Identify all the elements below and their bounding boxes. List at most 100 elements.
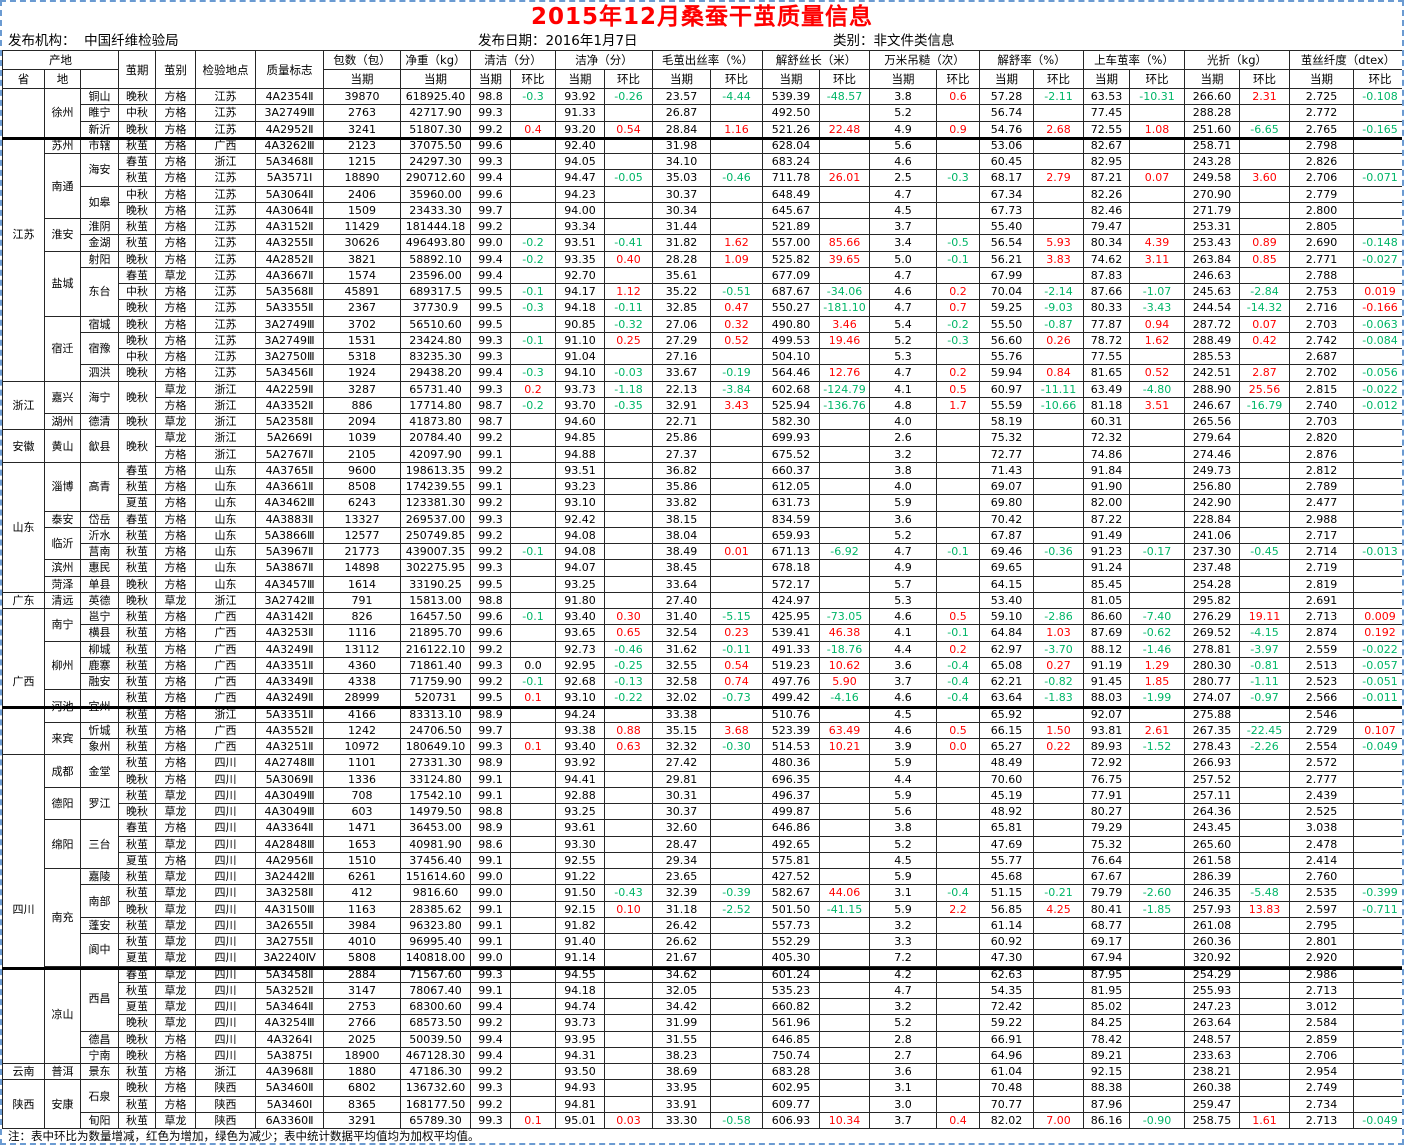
subheader-current-weight[interactable]: 当期 bbox=[400, 69, 472, 89]
cell-county[interactable]: 金堂 bbox=[79, 754, 120, 788]
col-header-net-weight[interactable]: 净重（kg） bbox=[400, 50, 472, 70]
cell-province[interactable]: 江苏 bbox=[2, 88, 45, 382]
cell-current-value[interactable]: 826 bbox=[323, 607, 402, 626]
cell-current-value[interactable]: 94.55 bbox=[555, 965, 606, 983]
cell-mom-value[interactable] bbox=[1129, 445, 1186, 463]
cell-current-value[interactable]: 609.77 bbox=[762, 1095, 821, 1113]
cell-current-value[interactable]: 405.30 bbox=[762, 949, 821, 967]
cell-mom-value[interactable] bbox=[1239, 1062, 1291, 1081]
cell-current-value[interactable]: 2.687 bbox=[1289, 347, 1355, 366]
cell-city[interactable]: 徐州 bbox=[44, 88, 81, 138]
cell-mom-value[interactable] bbox=[710, 429, 764, 447]
cell-mom-value[interactable] bbox=[1129, 1095, 1186, 1113]
cell-mom-value[interactable]: 19.11 bbox=[1239, 607, 1291, 626]
cell-mark[interactable]: 5A3967Ⅱ bbox=[255, 542, 325, 561]
cell-period[interactable]: 秋茧 bbox=[118, 705, 157, 723]
cell-current-value[interactable]: 499.87 bbox=[762, 802, 821, 821]
cell-mom-value[interactable]: -0.62 bbox=[1129, 624, 1186, 642]
cell-current-value[interactable]: 496493.80 bbox=[400, 234, 472, 252]
cell-current-value[interactable]: 94.74 bbox=[555, 997, 606, 1016]
cell-current-value[interactable]: 13327 bbox=[323, 510, 402, 528]
cell-mom-value[interactable] bbox=[819, 1030, 871, 1048]
cell-current-value[interactable]: 5.2 bbox=[869, 526, 938, 545]
cell-mom-value[interactable] bbox=[1239, 347, 1291, 366]
cell-mom-value[interactable]: 0.5 bbox=[936, 380, 981, 398]
subheader-current-bags[interactable]: 当期 bbox=[323, 69, 402, 89]
cell-place[interactable]: 江苏 bbox=[195, 104, 257, 122]
cell-mom-value[interactable] bbox=[1353, 429, 1402, 447]
cell-mom-value[interactable] bbox=[819, 705, 871, 723]
cell-mom-value[interactable] bbox=[819, 412, 871, 431]
cell-current-value[interactable]: 28.47 bbox=[652, 835, 712, 853]
cell-current-value[interactable]: 99.6 bbox=[470, 607, 512, 626]
cell-mom-value[interactable]: -0.2 bbox=[510, 234, 557, 252]
cell-current-value[interactable]: 4.8 bbox=[869, 396, 938, 415]
cell-current-value[interactable]: 267.35 bbox=[1184, 721, 1241, 740]
cell-current-value[interactable]: 261.58 bbox=[1184, 851, 1241, 870]
cell-city[interactable]: 泰安 bbox=[44, 510, 81, 528]
cell-mom-value[interactable] bbox=[1033, 949, 1085, 967]
cell-current-value[interactable]: 72.32 bbox=[1083, 429, 1131, 447]
cell-current-value[interactable]: 99.1 bbox=[470, 770, 512, 788]
cell-place[interactable]: 山东 bbox=[195, 461, 257, 480]
cell-current-value[interactable]: 2.820 bbox=[1289, 429, 1355, 447]
cell-current-value[interactable]: 198613.35 bbox=[400, 461, 472, 480]
cell-mom-value[interactable] bbox=[1239, 997, 1291, 1016]
cell-place[interactable]: 浙江 bbox=[195, 380, 257, 398]
cell-current-value[interactable]: 91.45 bbox=[1083, 672, 1131, 691]
cell-current-value[interactable]: 32.32 bbox=[652, 737, 712, 756]
cell-period[interactable]: 中秋 bbox=[118, 104, 157, 122]
cell-city[interactable]: 南充 bbox=[44, 868, 81, 967]
cell-current-value[interactable]: 228.84 bbox=[1184, 510, 1241, 528]
cell-current-value[interactable]: 87.22 bbox=[1083, 510, 1131, 528]
cell-mom-value[interactable]: -1.52 bbox=[1129, 737, 1186, 756]
cell-place[interactable]: 山东 bbox=[195, 510, 257, 528]
cell-mom-value[interactable]: -2.60 bbox=[1129, 884, 1186, 902]
cell-period[interactable]: 秋茧 bbox=[118, 932, 157, 951]
cell-mark[interactable]: 4A3262Ⅲ bbox=[255, 136, 325, 155]
cell-mom-value[interactable] bbox=[604, 266, 654, 285]
cell-current-value[interactable]: 278.81 bbox=[1184, 640, 1241, 658]
cell-current-value[interactable]: 67.87 bbox=[979, 526, 1035, 545]
cell-current-value[interactable]: 521.26 bbox=[762, 120, 821, 138]
cell-period[interactable]: 夏茧 bbox=[118, 494, 157, 512]
cell-mom-value[interactable] bbox=[604, 867, 654, 886]
cell-current-value[interactable]: 467128.30 bbox=[400, 1046, 472, 1065]
cell-current-value[interactable]: 279.64 bbox=[1184, 429, 1241, 447]
cell-mom-value[interactable]: -0.022 bbox=[1353, 640, 1402, 658]
cell-place[interactable]: 广西 bbox=[195, 136, 257, 155]
cell-mom-value[interactable] bbox=[1239, 185, 1291, 203]
cell-mom-value[interactable] bbox=[1353, 347, 1402, 366]
cell-current-value[interactable]: 94.18 bbox=[555, 299, 606, 317]
cell-current-value[interactable]: 85.45 bbox=[1083, 575, 1131, 593]
subheader-current[interactable]: 当期 bbox=[869, 69, 938, 89]
cell-mom-value[interactable] bbox=[1033, 152, 1085, 171]
cell-mom-value[interactable]: 0.65 bbox=[604, 624, 654, 642]
cell-current-value[interactable]: 63.64 bbox=[979, 689, 1035, 707]
cell-mom-value[interactable] bbox=[1239, 429, 1291, 447]
cell-place[interactable]: 广西 bbox=[195, 672, 257, 691]
cell-current-value[interactable]: 3984 bbox=[323, 916, 402, 935]
cell-mark[interactable]: 4A3253Ⅱ bbox=[255, 624, 325, 642]
col-header-dried-weight[interactable]: 光折（kg） bbox=[1184, 50, 1291, 70]
cell-mom-value[interactable]: -0.58 bbox=[710, 1111, 764, 1130]
cell-mom-value[interactable] bbox=[936, 786, 981, 805]
cell-current-value[interactable]: 70.77 bbox=[979, 1095, 1035, 1113]
cell-mom-value[interactable] bbox=[819, 510, 871, 528]
cell-city[interactable]: 德阳 bbox=[44, 786, 81, 821]
cell-county[interactable]: 西昌 bbox=[79, 965, 120, 1032]
cell-mom-value[interactable]: 0.30 bbox=[604, 607, 654, 626]
cell-mom-value[interactable] bbox=[936, 835, 981, 853]
cell-current-value[interactable]: 2.414 bbox=[1289, 851, 1355, 870]
cell-mom-value[interactable] bbox=[1033, 997, 1085, 1016]
cell-current-value[interactable]: 56.85 bbox=[979, 900, 1035, 918]
cell-current-value[interactable]: 3.8 bbox=[869, 87, 938, 106]
cell-current-value[interactable]: 14898 bbox=[323, 559, 402, 577]
cell-current-value[interactable]: 253.43 bbox=[1184, 234, 1241, 252]
cell-current-value[interactable]: 499.42 bbox=[762, 689, 821, 707]
cell-current-value[interactable]: 4.6 bbox=[869, 152, 938, 171]
cell-current-value[interactable]: 81.18 bbox=[1083, 396, 1131, 415]
cell-mom-value[interactable]: 3.51 bbox=[1129, 396, 1186, 415]
cell-type[interactable]: 方格 bbox=[155, 120, 197, 138]
cell-mark[interactable]: 4A3364Ⅱ bbox=[255, 819, 325, 837]
